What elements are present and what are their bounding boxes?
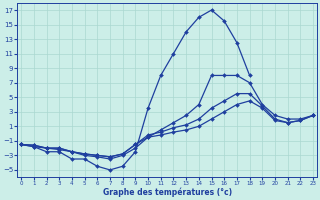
X-axis label: Graphe des températures (°c): Graphe des températures (°c) <box>102 188 232 197</box>
